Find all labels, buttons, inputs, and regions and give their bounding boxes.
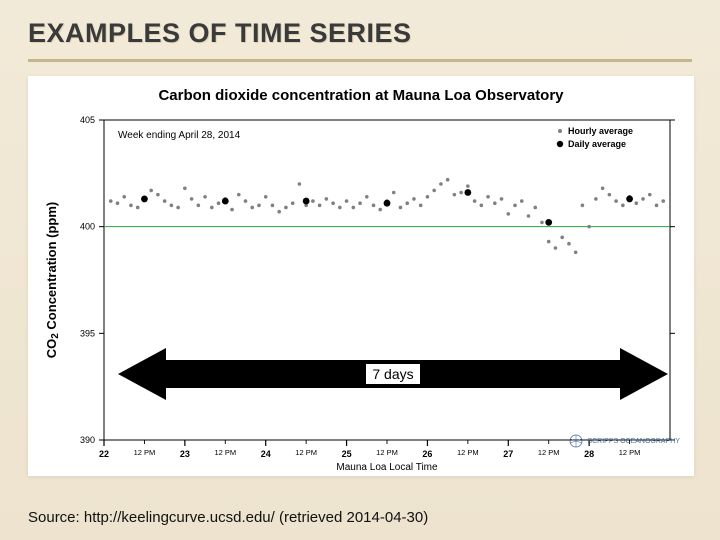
svg-text:Mauna Loa Local Time: Mauna Loa Local Time xyxy=(336,462,438,473)
svg-text:Week ending April 28, 2014: Week ending April 28, 2014 xyxy=(118,130,241,141)
svg-text:12 PM: 12 PM xyxy=(134,448,156,457)
svg-text:12 PM: 12 PM xyxy=(295,448,317,457)
svg-text:Carbon dioxide concentration a: Carbon dioxide concentration at Mauna Lo… xyxy=(158,87,564,104)
svg-text:28: 28 xyxy=(584,449,594,459)
svg-text:12 PM: 12 PM xyxy=(538,448,560,457)
svg-text:390: 390 xyxy=(80,435,95,445)
source-citation: Source: http://keelingcurve.ucsd.edu/ (r… xyxy=(28,509,428,526)
svg-text:CO2 Concentration (ppm): CO2 Concentration (ppm) xyxy=(44,202,61,359)
svg-text:25: 25 xyxy=(342,449,352,459)
svg-text:27: 27 xyxy=(503,449,513,459)
svg-text:400: 400 xyxy=(80,222,95,232)
svg-text:26: 26 xyxy=(422,449,432,459)
svg-text:12 PM: 12 PM xyxy=(619,448,641,457)
svg-text:Daily average: Daily average xyxy=(568,139,626,149)
time-span-annotation: 7 days xyxy=(118,348,668,400)
svg-text:405: 405 xyxy=(80,115,95,125)
scripps-attribution: SCRIPPS OCEANOGRAPHY xyxy=(569,434,680,448)
svg-text:395: 395 xyxy=(80,328,95,338)
slide-title: EXAMPLES OF TIME SERIES xyxy=(28,18,692,49)
svg-text:24: 24 xyxy=(261,449,271,459)
svg-text:23: 23 xyxy=(180,449,190,459)
svg-text:22: 22 xyxy=(99,449,109,459)
annotation-label: 7 days xyxy=(366,364,419,384)
annotation-label-wrap: 7 days xyxy=(118,348,668,400)
title-underline xyxy=(28,59,692,62)
svg-text:12 PM: 12 PM xyxy=(457,448,479,457)
globe-icon xyxy=(569,434,583,448)
chart-container: Carbon dioxide concentration at Mauna Lo… xyxy=(28,76,694,476)
svg-text:Hourly average: Hourly average xyxy=(568,126,633,136)
svg-text:12 PM: 12 PM xyxy=(376,448,398,457)
svg-text:12 PM: 12 PM xyxy=(214,448,236,457)
scripps-text: SCRIPPS OCEANOGRAPHY xyxy=(587,438,680,445)
co2-scatter-chart: Carbon dioxide concentration at Mauna Lo… xyxy=(28,76,694,476)
